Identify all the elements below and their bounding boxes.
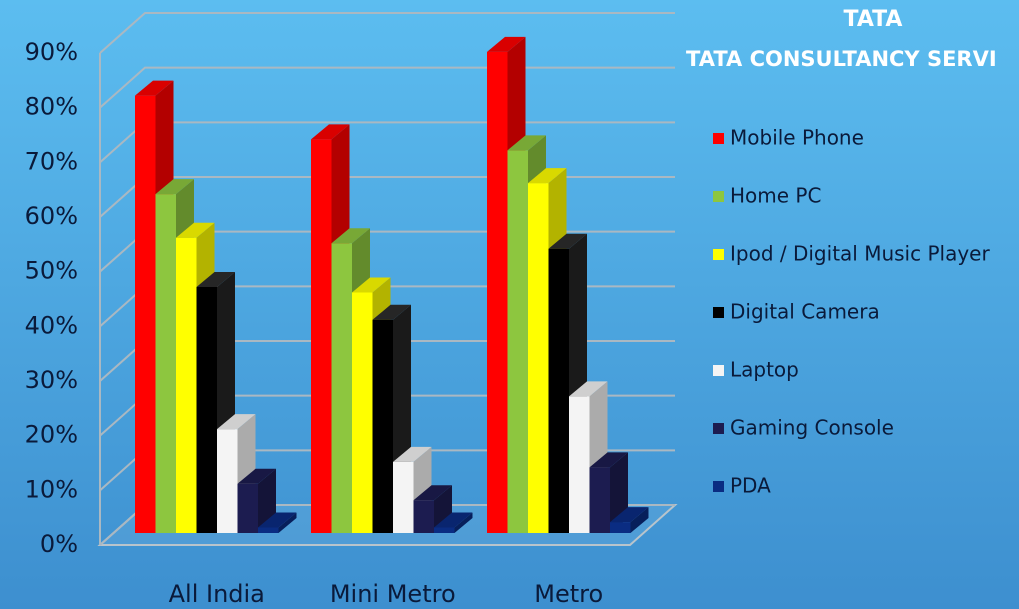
y-tick-label: 70% — [25, 147, 78, 175]
x-tick-label: Metro — [534, 580, 603, 608]
bar-face — [528, 183, 549, 533]
bar-face — [196, 287, 217, 533]
x-tick-label: Mini Metro — [330, 580, 456, 608]
bar-face — [331, 228, 370, 244]
legend-label: Home PC — [730, 184, 821, 208]
bar — [610, 507, 649, 533]
legend-label: PDA — [730, 474, 771, 498]
bar-face — [372, 319, 393, 533]
bar-face — [487, 51, 508, 533]
bar-face — [217, 429, 238, 533]
legend-swatch — [713, 191, 724, 202]
y-tick-label: 80% — [25, 93, 78, 121]
bar-face — [352, 277, 391, 293]
bar — [413, 485, 452, 533]
bar-face — [487, 36, 526, 52]
y-tick-label: 50% — [25, 257, 78, 285]
bar-face — [311, 139, 332, 533]
bar-face — [176, 222, 215, 238]
y-tick-label: 20% — [25, 421, 78, 449]
grid-line — [99, 12, 675, 54]
legend-label: Digital Camera — [730, 300, 880, 324]
bar-face — [258, 512, 297, 528]
y-tick-label: 40% — [25, 311, 78, 339]
legend-label: Ipod / Digital Music Player — [730, 242, 990, 266]
bar-face — [569, 396, 590, 533]
bar-face — [507, 135, 546, 151]
bar-face — [237, 468, 276, 484]
bar-face — [196, 272, 235, 287]
y-tick-label: 60% — [25, 202, 78, 230]
bar-face — [155, 194, 176, 534]
legend-label: Gaming Console — [730, 416, 894, 440]
legend-swatch — [713, 249, 724, 260]
bar-face — [507, 150, 528, 534]
bar-face — [393, 461, 414, 533]
bar-face — [589, 452, 628, 468]
bar-face — [569, 381, 608, 397]
legend-swatch — [713, 365, 724, 376]
bar-face — [393, 446, 432, 462]
logo-text: TATA CONSULTANCY SERVI — [686, 47, 997, 71]
legend-label: Laptop — [730, 358, 799, 382]
x-tick-label: All India — [169, 580, 265, 608]
bar-face — [372, 304, 411, 320]
bar-face — [528, 168, 567, 184]
bar-face — [237, 483, 258, 533]
y-tick-label: 0% — [40, 530, 78, 558]
bar-face — [258, 527, 279, 533]
bar-face — [217, 414, 256, 430]
bar-face — [413, 485, 452, 501]
bar-face — [434, 512, 473, 528]
bar-face — [331, 243, 352, 533]
bar-face — [589, 467, 610, 533]
y-tick-label: 90% — [25, 38, 78, 66]
bar-face — [610, 507, 649, 523]
legend-label: Mobile Phone — [730, 126, 864, 150]
bar-face — [548, 248, 569, 533]
bar-face — [176, 237, 197, 534]
legend-swatch — [713, 307, 724, 318]
legend-swatch — [713, 133, 724, 144]
bar-face — [454, 512, 473, 533]
bar-face — [413, 500, 434, 533]
bar-face — [135, 80, 174, 96]
legend-swatch — [713, 423, 724, 434]
bar-face — [434, 527, 455, 533]
bar-face — [135, 95, 156, 534]
y-tick-label: 30% — [25, 366, 78, 394]
bar-face — [352, 292, 373, 533]
bar-face — [610, 522, 631, 533]
bar-face — [311, 124, 350, 140]
legend-swatch — [713, 481, 724, 492]
bar-face — [548, 233, 587, 249]
bar-face — [630, 507, 649, 533]
bar-face — [278, 512, 297, 533]
bar — [258, 512, 297, 533]
logo-mark: TATA — [844, 7, 903, 32]
bar-face — [155, 179, 194, 195]
y-tick-label: 10% — [25, 475, 78, 503]
bar — [434, 512, 473, 533]
